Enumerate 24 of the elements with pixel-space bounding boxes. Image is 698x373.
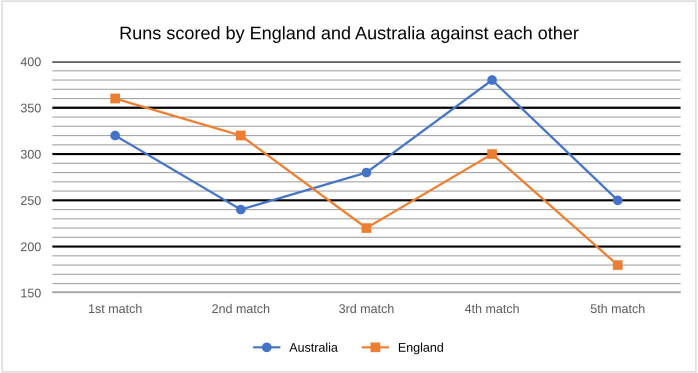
chart-title: Runs scored by England and Australia against each other: [120, 26, 579, 43]
y-tick-label: 200: [21, 242, 41, 252]
y-tick-label: 300: [20, 150, 41, 159]
y-tick-label: 400: [20, 57, 41, 66]
point: [236, 204, 246, 214]
point: [362, 223, 372, 233]
point: [612, 195, 623, 206]
x-tick-label: 2nd match: [212, 304, 270, 314]
legend-label: England: [398, 342, 443, 354]
x-tick-label: 4th match: [464, 304, 519, 314]
point: [487, 75, 497, 85]
point: [487, 149, 497, 159]
x-tick-label: 1st match: [89, 304, 142, 314]
point: [110, 94, 120, 104]
x-tick-label: 5th match: [590, 304, 644, 314]
legend-label: Australia: [289, 342, 338, 352]
y-tick-label: 150: [21, 288, 41, 298]
point: [110, 130, 120, 140]
y-tick-label: 350: [20, 104, 41, 112]
y-tick-label: 250: [21, 196, 41, 205]
point: [612, 260, 623, 270]
x-tick-label: 3rd match: [339, 304, 394, 314]
point: [362, 168, 372, 178]
point: [236, 130, 246, 140]
